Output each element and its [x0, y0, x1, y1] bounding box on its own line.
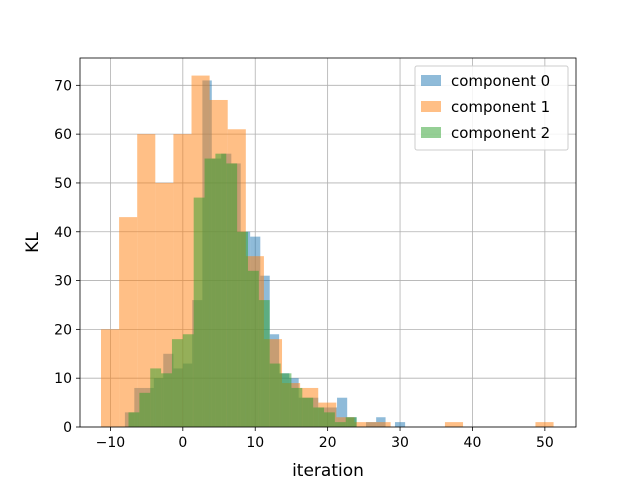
y-axis-ticks: 0 10 20 30 40 50 60 70	[54, 78, 80, 436]
histogram-bar	[372, 422, 391, 427]
histogram-bars	[100, 75, 554, 428]
histogram-bar	[394, 422, 406, 427]
y-tick-label: 30	[54, 274, 72, 290]
x-axis-ticks: −10 0 10 20 30 40 50	[96, 427, 554, 451]
histogram-bar	[128, 412, 140, 427]
legend-label: component 0	[451, 72, 550, 90]
histogram-bar	[137, 134, 156, 427]
histogram-bar	[204, 158, 216, 428]
histogram-bar	[269, 363, 281, 427]
x-axis-label: iteration	[292, 461, 364, 480]
histogram-bar	[171, 339, 183, 427]
x-tick-label: 40	[464, 435, 482, 451]
legend-swatch	[421, 101, 441, 112]
y-tick-label: 10	[54, 371, 72, 387]
histogram-bar	[258, 300, 270, 427]
histogram-bar	[139, 392, 151, 427]
legend-swatch	[421, 75, 441, 86]
y-tick-label: 20	[54, 322, 72, 338]
x-tick-label: 50	[536, 435, 554, 451]
legend-box	[414, 65, 569, 151]
y-tick-label: 60	[54, 127, 72, 143]
y-tick-label: 0	[63, 420, 72, 436]
y-tick-label: 70	[54, 78, 72, 94]
series-2-bars	[128, 153, 357, 428]
y-tick-label: 50	[54, 176, 72, 192]
histogram-bar	[291, 387, 303, 427]
histogram-bar	[345, 417, 357, 427]
histogram-bar	[155, 182, 174, 427]
x-tick-label: −10	[96, 435, 126, 451]
histogram-bar	[182, 334, 194, 427]
legend: component 0 component 1 component 2	[414, 65, 569, 151]
histogram-bar	[100, 329, 120, 427]
x-tick-label: 20	[319, 435, 337, 451]
histogram-bar	[535, 422, 554, 427]
histogram-bar	[226, 163, 238, 427]
histogram-bar	[193, 197, 205, 427]
histogram-bar	[334, 422, 346, 427]
legend-label: component 1	[451, 98, 550, 116]
x-tick-label: 0	[178, 435, 187, 451]
x-tick-label: 10	[246, 435, 264, 451]
histogram-bar	[161, 373, 172, 427]
histogram-bar	[302, 397, 314, 427]
y-tick-label: 40	[54, 225, 72, 241]
histogram-bar	[237, 231, 248, 427]
histogram-bar	[215, 153, 227, 427]
x-tick-label: 30	[391, 435, 409, 451]
histogram-bar	[150, 368, 162, 427]
histogram-bar	[337, 397, 348, 427]
histogram-bar	[354, 422, 373, 427]
legend-swatch	[421, 127, 441, 138]
y-axis-label: KL	[23, 232, 43, 253]
histogram-bar	[444, 422, 464, 427]
legend-label: component 2	[451, 124, 550, 142]
histogram-bar	[247, 270, 259, 427]
histogram-bar	[119, 217, 138, 427]
histogram-bar	[313, 407, 325, 427]
histogram-bar	[280, 373, 292, 427]
histogram-bar	[324, 412, 335, 427]
